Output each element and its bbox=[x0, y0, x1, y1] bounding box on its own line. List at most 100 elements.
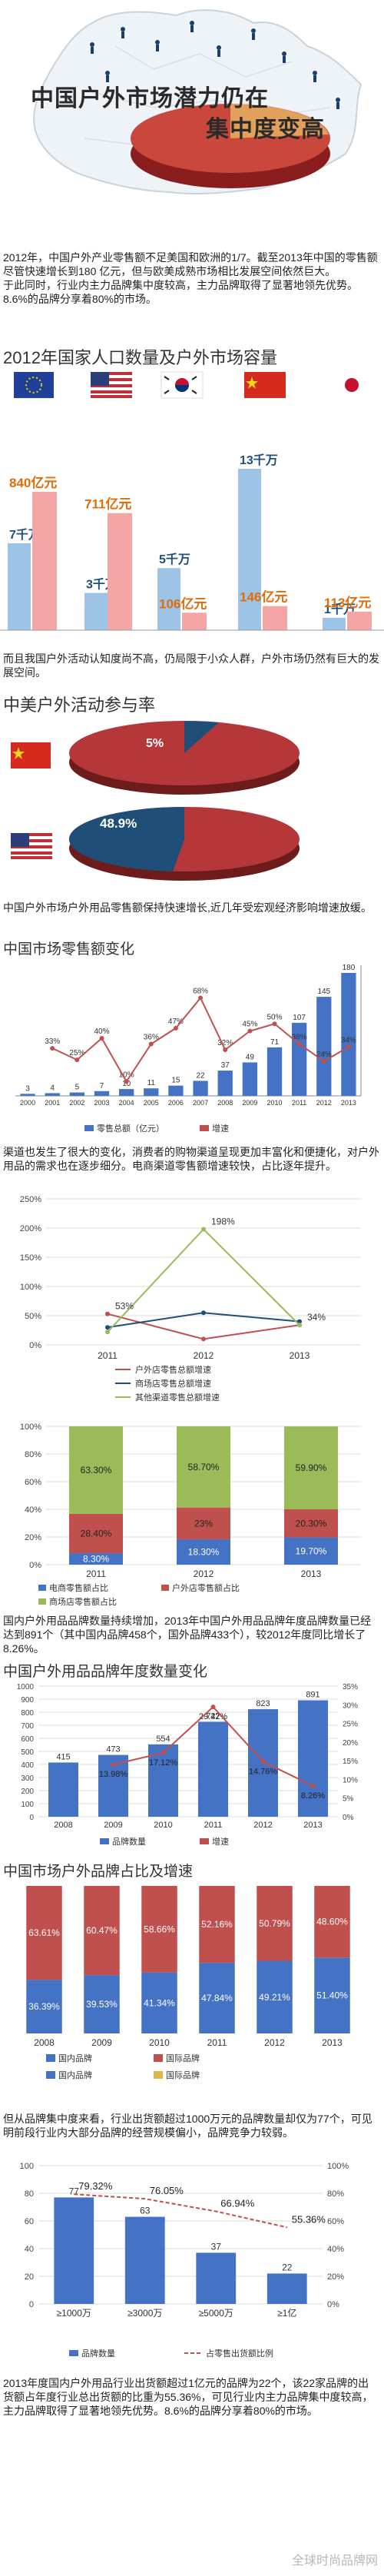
domestic-label: 51.40% bbox=[316, 1990, 348, 2001]
retail-year-label: 2012 bbox=[316, 1099, 332, 1107]
y-tick-label: 80 bbox=[25, 2189, 34, 2199]
retail-rate-label: 34% bbox=[341, 1036, 356, 1044]
y-tick-label: 0 bbox=[29, 1814, 34, 1822]
retail-year-label: 2006 bbox=[168, 1099, 184, 1107]
market-bar bbox=[347, 611, 372, 630]
brand-value-label: 415 bbox=[56, 1752, 70, 1761]
channel-share-chart: 0% 20% 40% 60% 80% 100% 8.30% 28.40% 63.30% 2011 1… bbox=[20, 1422, 361, 1607]
legend-label: 占零售出货额比例 bbox=[206, 2348, 273, 2359]
x-tick-label: ≥5000万 bbox=[199, 2308, 233, 2319]
legend-swatch bbox=[200, 1838, 209, 1844]
x-tick-label: 2013 bbox=[290, 1350, 310, 1361]
channel-line bbox=[107, 1313, 300, 1340]
y2-tick-label: 30% bbox=[343, 1701, 358, 1710]
share-label: 28.40% bbox=[81, 1529, 112, 1539]
x-tick-label: 2009 bbox=[91, 2037, 112, 2048]
brand-share-title: 中国市场户外品牌占比及增速 bbox=[3, 1864, 194, 1880]
retail-bar bbox=[45, 1093, 60, 1096]
share-segment bbox=[69, 1426, 123, 1514]
market-label: 113亿元 bbox=[324, 595, 371, 610]
population-label: 5千万 bbox=[159, 553, 190, 566]
domestic-segment bbox=[199, 1963, 235, 2033]
tier-value-label: 63 bbox=[140, 2206, 151, 2216]
brand-value-label: 554 bbox=[156, 1734, 170, 1744]
retail-year-label: 2005 bbox=[144, 1099, 159, 1107]
market-label: 711亿元 bbox=[84, 496, 131, 512]
y-tick-label: 1000 bbox=[17, 1683, 35, 1691]
y-tick-label: 100% bbox=[20, 1422, 41, 1432]
share-segment bbox=[284, 1509, 338, 1538]
legend-label: 国内品牌 bbox=[58, 2070, 92, 2080]
population-bar bbox=[323, 617, 346, 630]
legend-label-sales: 零售总额（亿元） bbox=[97, 1123, 164, 1134]
international-segment bbox=[257, 1886, 293, 1961]
concentration-paragraph: 但从品牌集中度来看，行业出货额超过1000万元的品牌数量却仅为77个，可见明前段… bbox=[3, 2113, 372, 2139]
y-tick-label: 40% bbox=[25, 1505, 41, 1515]
retail-rate-label: 36% bbox=[144, 1034, 159, 1042]
legend-label: 电商零售额占比 bbox=[49, 1582, 108, 1593]
retail-bar bbox=[217, 1071, 233, 1096]
legend-swatch bbox=[154, 2071, 163, 2079]
retail-rate-label: 25% bbox=[69, 1049, 84, 1057]
retail-value-label: 3 bbox=[25, 1084, 30, 1093]
channel-line bbox=[107, 1228, 300, 1333]
hero-title-line2: 集中度变高 bbox=[206, 117, 325, 142]
retail-value-label: 4 bbox=[50, 1084, 55, 1092]
retail-year-label: 2009 bbox=[242, 1099, 257, 1107]
retail-bar bbox=[94, 1090, 110, 1096]
y-tick-label: 500 bbox=[21, 1748, 34, 1757]
retail-year-label: 2011 bbox=[292, 1099, 306, 1107]
retail-value-label: 22 bbox=[197, 1071, 206, 1080]
hero-title-line1: 中国户外市场潜力仍在 bbox=[31, 86, 269, 111]
international-segment bbox=[26, 1886, 62, 1980]
y2-tick-label: 25% bbox=[343, 1721, 358, 1729]
domestic-segment bbox=[314, 1957, 350, 2033]
pie-label-china: 5% bbox=[146, 737, 164, 750]
y-tick-label: 100% bbox=[20, 1283, 41, 1292]
x-tick-label: 2010 bbox=[149, 2037, 170, 2048]
x-tick-label: 2010 bbox=[154, 1821, 172, 1830]
pie-us bbox=[68, 807, 300, 881]
share-segment bbox=[284, 1537, 338, 1565]
y2-tick-label: 35% bbox=[343, 1683, 358, 1691]
legend-label: 其他渠道零售总额增速 bbox=[135, 1392, 220, 1403]
flag-korea-icon bbox=[161, 371, 204, 399]
y2-tick-label: 5% bbox=[343, 1795, 354, 1804]
y-tick-label: 0% bbox=[29, 1561, 41, 1570]
flag-us-icon bbox=[91, 372, 132, 398]
retail-rate-label: 24% bbox=[316, 1051, 332, 1059]
y2-tick-label: 20% bbox=[327, 2272, 344, 2282]
retail-rate-label: 32% bbox=[217, 1039, 233, 1047]
x-tick-label: 2011 bbox=[86, 1569, 106, 1579]
y2-tick-label: 60% bbox=[327, 2217, 344, 2226]
domestic-label: 47.84% bbox=[201, 1993, 233, 2003]
tier-bar bbox=[54, 2197, 94, 2304]
y-tick-label: 800 bbox=[21, 1709, 34, 1718]
x-tick-label: ≥1000万 bbox=[57, 2308, 91, 2319]
brand-rate-point bbox=[111, 1762, 116, 1768]
x-tick-label: 2013 bbox=[303, 1821, 322, 1830]
legend-label: 户外店零售总额增速 bbox=[135, 1364, 211, 1375]
legend-label: 户外店零售额占比 bbox=[172, 1582, 240, 1593]
retail-value-label: 37 bbox=[221, 1061, 230, 1070]
share-label: 20.30% bbox=[296, 1518, 327, 1529]
watermark: 全球时尚品牌网 bbox=[291, 2554, 378, 2568]
legend-swatch bbox=[100, 1838, 109, 1844]
legend-swatch bbox=[154, 2054, 163, 2062]
domestic-segment bbox=[26, 1980, 62, 2033]
retail-bar bbox=[341, 973, 356, 1096]
y-tick-label: 40 bbox=[25, 2245, 34, 2254]
legend-label: 品牌数量 bbox=[112, 1836, 146, 1847]
brand-value-label: 473 bbox=[106, 1745, 120, 1754]
international-label: 60.47% bbox=[86, 1925, 118, 1936]
y-tick-label: 0 bbox=[29, 2300, 34, 2309]
retail-year-label: 2001 bbox=[45, 1099, 60, 1107]
legend-swatch bbox=[38, 1598, 46, 1605]
retail-value-label: 7 bbox=[100, 1082, 104, 1090]
brand-count-title: 中国户外用品品牌年度数量变化 bbox=[3, 1664, 208, 1680]
retail-bar bbox=[242, 1062, 257, 1096]
x-tick-label: 2008 bbox=[34, 2037, 55, 2048]
tier-bar bbox=[124, 2216, 165, 2304]
hero-pie-slice bbox=[230, 104, 329, 138]
legend-label: 商场店零售总额增速 bbox=[135, 1378, 211, 1389]
